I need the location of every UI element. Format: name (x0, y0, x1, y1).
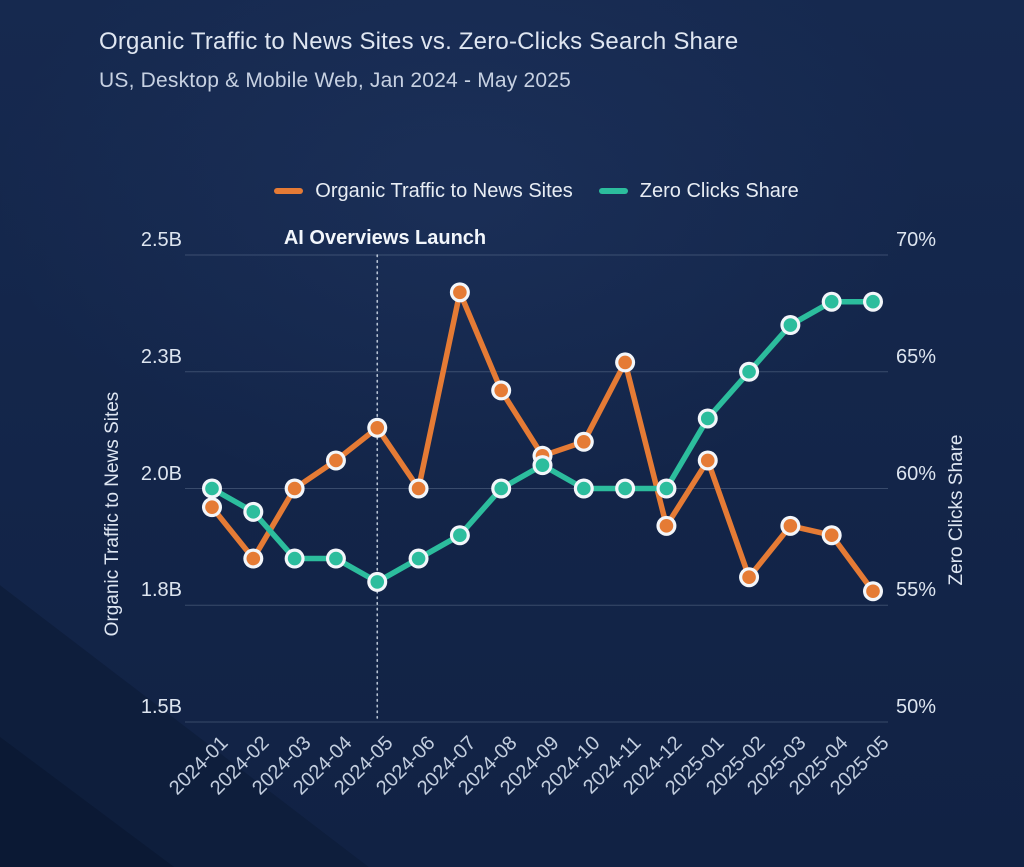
data-point (866, 294, 880, 309)
data-point (659, 481, 674, 496)
data-point (700, 453, 715, 468)
data-point (742, 364, 756, 379)
y-axis-right-tick: 50% (896, 696, 937, 718)
chart-subtitle: US, Desktop & Mobile Web, Jan 2024 - May… (99, 69, 572, 92)
data-point (659, 519, 674, 533)
data-point (700, 411, 715, 426)
data-point (205, 500, 219, 514)
data-point (866, 584, 880, 599)
y-axis-right-tick: 70% (896, 229, 937, 251)
chart-title: Organic Traffic to News Sites vs. Zero-C… (99, 28, 739, 55)
y-axis-right-tick: 60% (896, 462, 937, 485)
annotation-label: AI Overviews Launch (283, 227, 487, 249)
data-point (783, 519, 798, 533)
y-axis-right-tick: 65% (896, 345, 937, 368)
data-point (618, 355, 632, 370)
y-axis-right-tick: 55% (896, 579, 937, 602)
y-axis-left-tick: 2.0B (140, 462, 182, 485)
data-point (824, 528, 839, 542)
data-point (287, 481, 302, 496)
data-point (535, 458, 550, 472)
data-point (783, 318, 798, 332)
data-point (411, 481, 426, 496)
data-point (577, 435, 591, 449)
data-point (205, 481, 219, 496)
data-point (494, 383, 508, 398)
legend-dash-icon (274, 188, 304, 194)
y-axis-left-tick: 1.5B (140, 696, 182, 718)
data-point (329, 453, 343, 468)
y-axis-left-tick: 1.8B (140, 579, 182, 602)
legend-item: Organic Traffic to News Sites (274, 180, 573, 203)
data-point (329, 551, 343, 566)
data-point (246, 551, 261, 566)
y-axis-left-tick: 2.5B (140, 229, 182, 251)
series-line (209, 289, 876, 594)
y-axis-left-tick: 2.3B (140, 345, 182, 368)
data-point (577, 481, 591, 496)
data-point (246, 505, 261, 519)
data-point (742, 570, 756, 585)
chart-legend: Organic Traffic to News Sites Zero Clicks… (185, 177, 888, 205)
series-line (209, 298, 876, 585)
data-point (494, 481, 508, 496)
legend-item: Zero Clicks Share (598, 179, 799, 203)
data-point (824, 294, 839, 309)
legend-dash-icon (598, 188, 628, 194)
data-point (453, 285, 467, 300)
legend-label: Zero Clicks Share (639, 179, 799, 202)
data-point (618, 481, 632, 496)
legend-label: Organic Traffic to News Sites (315, 179, 573, 202)
data-point (287, 551, 302, 566)
data-point (453, 528, 467, 542)
data-point (370, 420, 385, 435)
data-point (411, 551, 426, 566)
data-point (370, 575, 385, 589)
